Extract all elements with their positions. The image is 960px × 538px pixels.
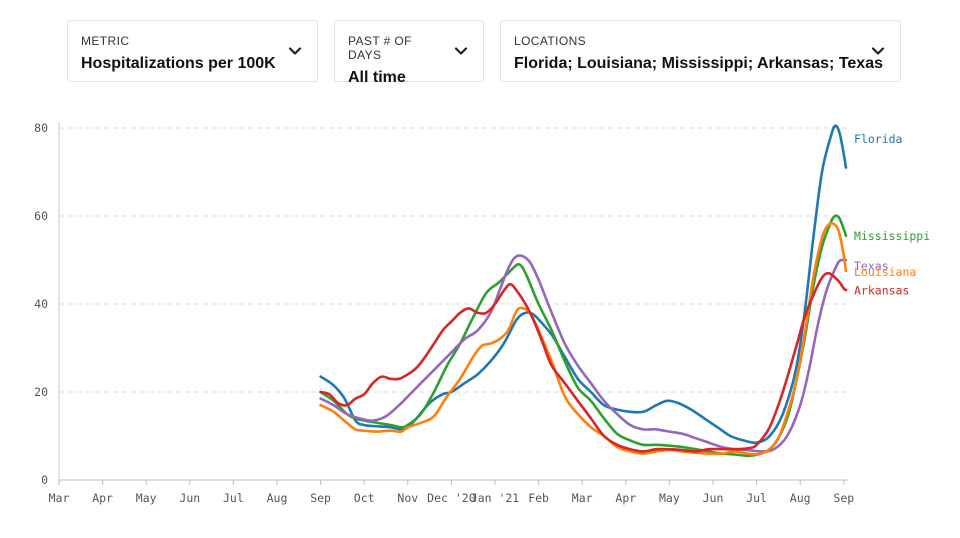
x-tick-label: Sep [833,491,854,505]
x-tick-label: Apr [92,491,113,505]
metric-value: Hospitalizations per 100K [81,55,276,72]
x-tick-label: Jun [703,491,724,505]
x-tick-label: Jul [746,491,767,505]
x-tick-label: Aug [267,491,288,505]
days-dropdown[interactable]: PAST # OF DAYS All time [334,20,484,86]
locations-label: LOCATIONS [514,34,587,48]
days-value: All time [348,69,406,86]
metric-label: METRIC [81,34,130,48]
x-tick-label: Jun [179,491,200,505]
x-tick-label: Oct [354,491,375,505]
series-label-arkansas: Arkansas [854,284,909,298]
grid-lines [59,127,848,393]
x-tick-label: May [659,491,680,505]
series-label-florida: Florida [854,132,902,146]
series-line-texas [319,254,848,453]
series-label-louisiana: Louisiana [854,265,916,279]
metric-dropdown[interactable]: METRIC Hospitalizations per 100K [67,20,318,82]
series-label-texas: Texas [854,259,889,273]
series-lines [319,124,848,458]
chevron-down-icon [454,47,468,55]
y-tick-label: 0 [41,473,48,487]
x-tick-label: May [136,491,157,505]
y-tick-label: 20 [34,385,48,399]
x-tick-label: Dec '20 [427,491,476,505]
y-tick-label: 60 [34,209,48,223]
chevron-down-icon [871,47,885,55]
y-tick-label: 40 [34,297,48,311]
x-tick-label: Jul [223,491,244,505]
x-tick-label: Sep [310,491,331,505]
x-tick-label: Feb [528,491,549,505]
axes: 0 20 40 60 80 Mar Apr May Jun Jul Aug Sep Oct Nov Dec … [34,121,854,505]
x-tick-label: Mar [572,491,593,505]
series-line-arkansas [319,271,848,453]
x-tick-label: Jan '21 [471,491,520,505]
x-tick-label: Apr [615,491,636,505]
chevron-down-icon [288,47,302,55]
days-label: PAST # OF DAYS [348,34,412,62]
x-tick-label: Mar [49,491,70,505]
x-tick-label: Nov [397,491,418,505]
locations-value: Florida; Louisiana; Mississippi; Arkansa… [514,55,883,72]
x-tick-label: Aug [790,491,811,505]
series-label-mississippi: Mississippi [854,229,930,243]
y-tick-label: 80 [34,121,48,135]
series-line-louisiana [319,222,848,456]
locations-dropdown[interactable]: LOCATIONS Florida; Louisiana; Mississipp… [500,20,901,82]
